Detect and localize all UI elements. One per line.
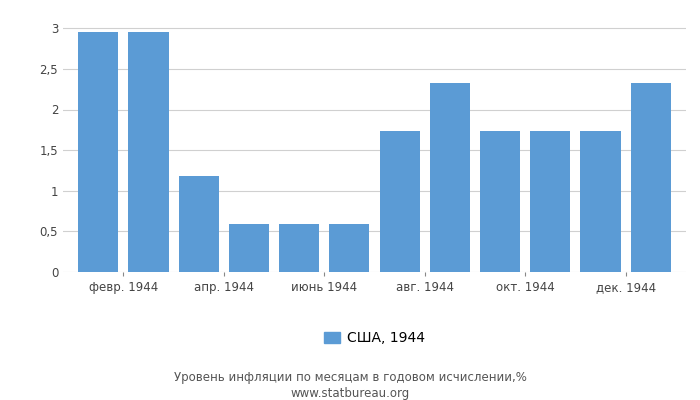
Bar <box>480 131 520 272</box>
Bar <box>78 32 118 272</box>
Bar <box>531 131 570 272</box>
Bar <box>279 224 319 272</box>
Bar <box>430 83 470 272</box>
Bar <box>178 176 219 272</box>
Bar <box>580 131 621 272</box>
Text: www.statbureau.org: www.statbureau.org <box>290 388 410 400</box>
Bar <box>379 131 420 272</box>
Bar <box>128 32 169 272</box>
Legend: США, 1944: США, 1944 <box>318 326 431 351</box>
Text: Уровень инфляции по месяцам в годовом исчислении,%: Уровень инфляции по месяцам в годовом ис… <box>174 372 526 384</box>
Bar <box>329 224 370 272</box>
Bar <box>631 83 671 272</box>
Bar <box>229 224 269 272</box>
